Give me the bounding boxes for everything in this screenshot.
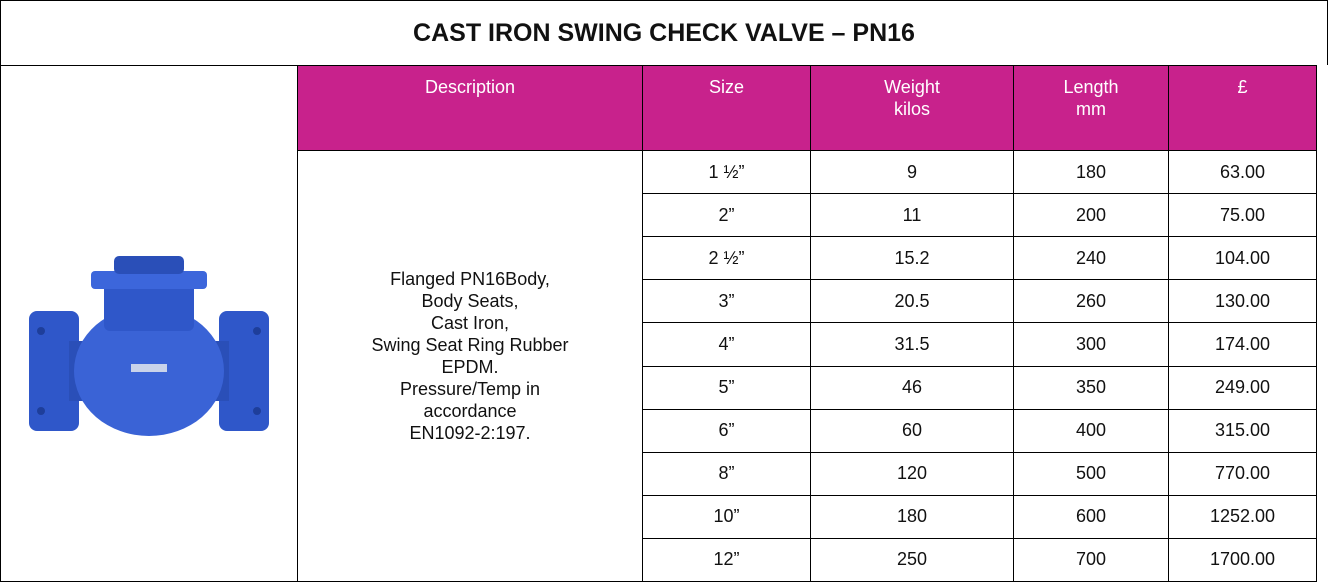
table-cell: 200 [1014, 194, 1169, 237]
description-cell: Flanged PN16Body, Body Seats, Cast Iron,… [298, 151, 643, 582]
table-cell: 120 [811, 452, 1014, 495]
table-cell: 1252.00 [1169, 495, 1317, 538]
table-cell: 500 [1014, 452, 1169, 495]
table-cell: 5” [643, 366, 811, 409]
table-cell: 31.5 [811, 323, 1014, 366]
header-cell: Size [643, 66, 811, 151]
page: CAST IRON SWING CHECK VALVE – PN16 [0, 0, 1329, 582]
table-cell: 180 [1014, 151, 1169, 194]
table-cell: 20.5 [811, 280, 1014, 323]
table-cell: 400 [1014, 409, 1169, 452]
table-cell: 63.00 [1169, 151, 1317, 194]
table-cell: 4” [643, 323, 811, 366]
table-cell: 350 [1014, 366, 1169, 409]
table-cell: 250 [811, 538, 1014, 581]
table-cell: 174.00 [1169, 323, 1317, 366]
table-cell: 260 [1014, 280, 1169, 323]
table-cell: 15.2 [811, 237, 1014, 280]
table-cell: 10” [643, 495, 811, 538]
table-cell: 60 [811, 409, 1014, 452]
table-cell: 600 [1014, 495, 1169, 538]
header-cell: Weight kilos [811, 66, 1014, 151]
table-cell: 1700.00 [1169, 538, 1317, 581]
header-cell: £ [1169, 66, 1317, 151]
table-cell: 770.00 [1169, 452, 1317, 495]
header-cell: Description [298, 66, 643, 151]
table-cell: 240 [1014, 237, 1169, 280]
table-cell: 1 ½” [643, 151, 811, 194]
table-cell: 3” [643, 280, 811, 323]
product-image-cell [1, 66, 298, 582]
table-cell: 104.00 [1169, 237, 1317, 280]
table-cell: 249.00 [1169, 366, 1317, 409]
table-cell: 11 [811, 194, 1014, 237]
valve-image [19, 201, 279, 441]
table-cell: 75.00 [1169, 194, 1317, 237]
table-cell: 130.00 [1169, 280, 1317, 323]
table-cell: 8” [643, 452, 811, 495]
header-cell: Length mm [1014, 66, 1169, 151]
table-cell: 180 [811, 495, 1014, 538]
table-cell: 9 [811, 151, 1014, 194]
table-cell: 6” [643, 409, 811, 452]
table-cell: 46 [811, 366, 1014, 409]
table-cell: 315.00 [1169, 409, 1317, 452]
title: CAST IRON SWING CHECK VALVE – PN16 [0, 0, 1328, 65]
table-cell: 12” [643, 538, 811, 581]
table-cell: 2” [643, 194, 811, 237]
table-cell: 700 [1014, 538, 1169, 581]
table-cell: 300 [1014, 323, 1169, 366]
table-cell: 2 ½” [643, 237, 811, 280]
